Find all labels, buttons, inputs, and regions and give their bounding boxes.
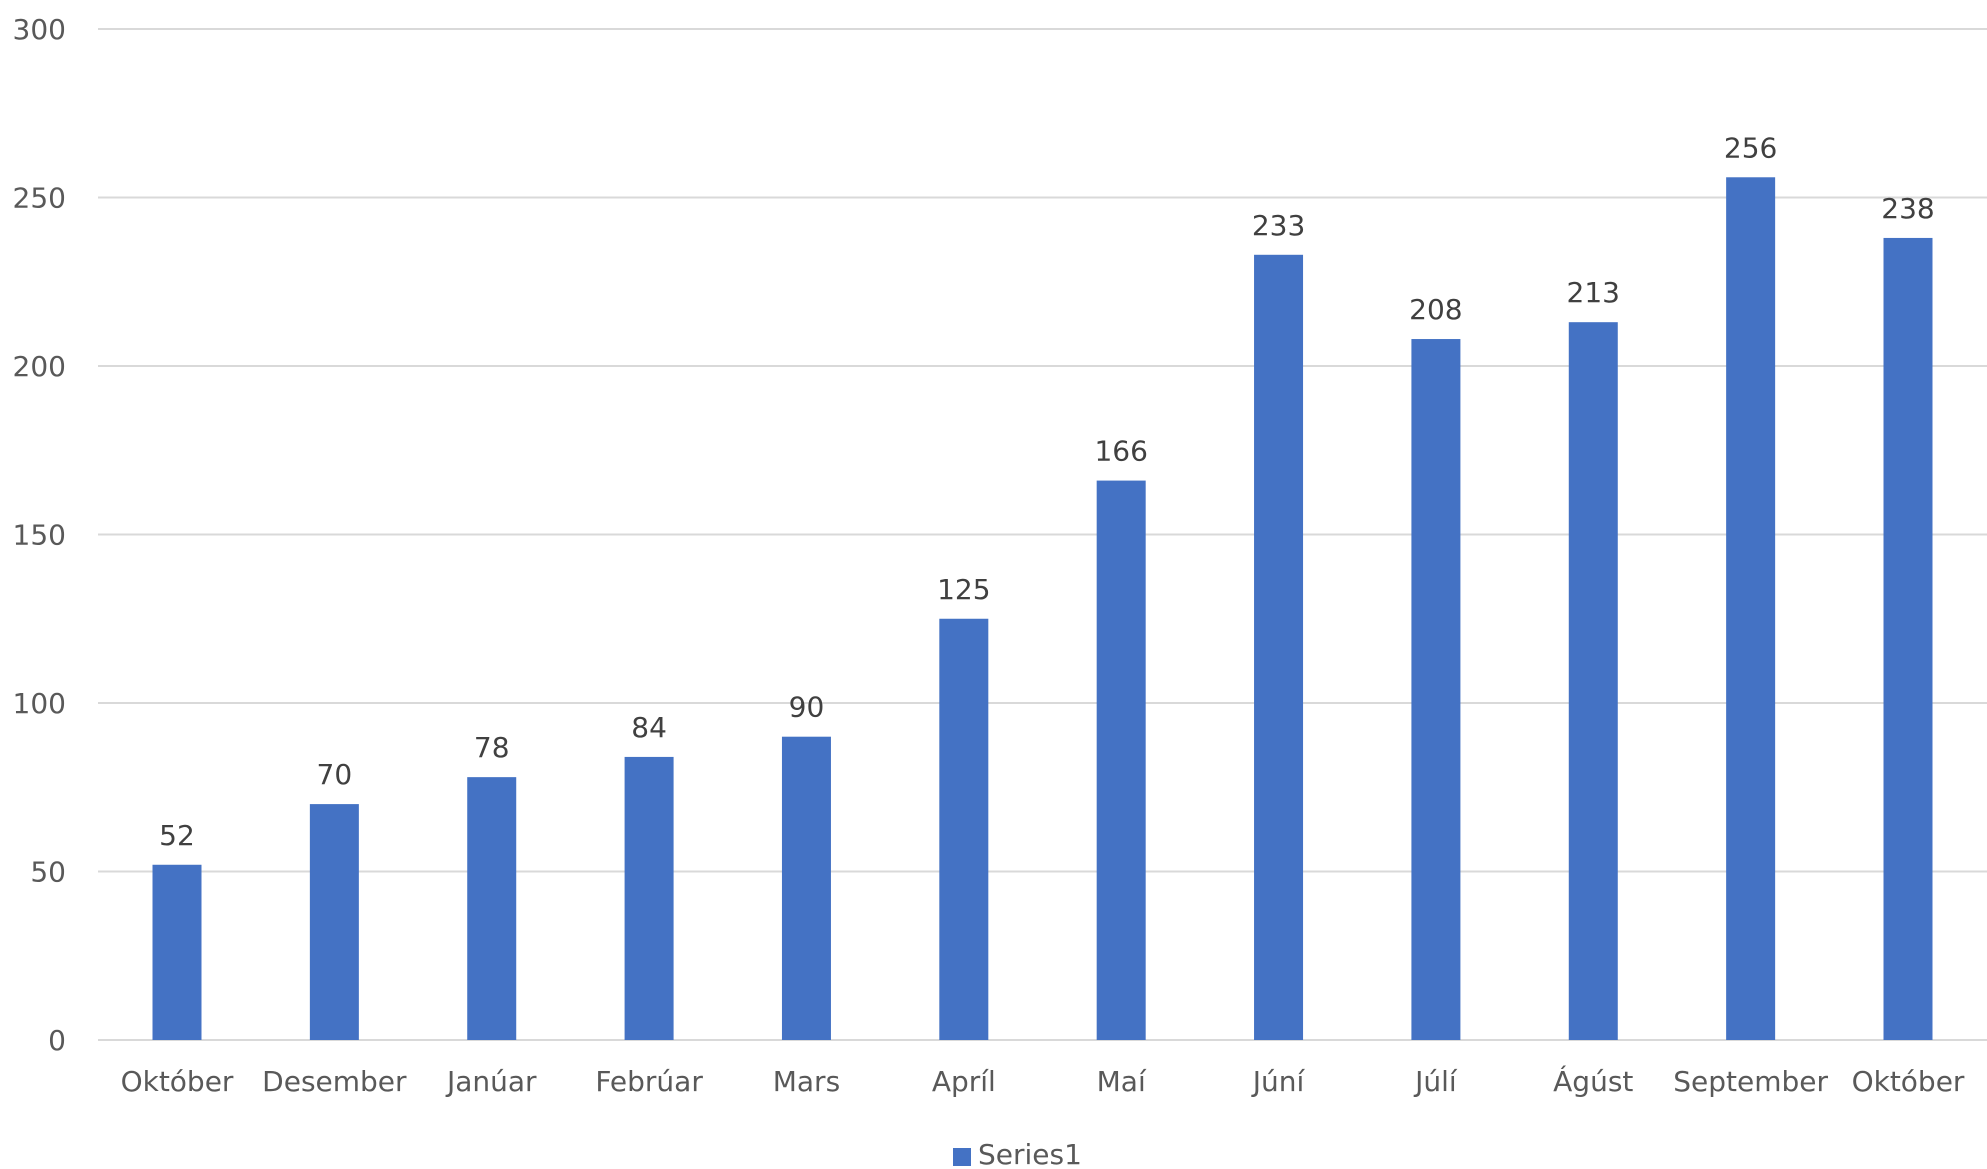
bars xyxy=(152,177,1933,1041)
x-category-label: Janúar xyxy=(445,1065,537,1098)
x-category-label: Apríl xyxy=(932,1065,996,1098)
data-label: 70 xyxy=(317,758,353,791)
x-category-label: Desember xyxy=(262,1065,407,1098)
data-label: 208 xyxy=(1409,293,1462,326)
y-tick-label: 0 xyxy=(48,1024,66,1057)
bar xyxy=(781,736,831,1040)
y-tick-label: 250 xyxy=(13,182,66,215)
x-category-label: Júlí xyxy=(1413,1065,1458,1098)
bar xyxy=(624,756,674,1040)
x-category-label: Mars xyxy=(773,1065,840,1098)
x-category-label: Febrúar xyxy=(595,1065,703,1098)
data-label: 90 xyxy=(789,691,825,724)
x-category-label: Maí xyxy=(1097,1065,1147,1098)
bar xyxy=(1254,254,1304,1041)
x-axis-categories: Október Desember Janúar Febrúar Mars Apríl Maí… xyxy=(121,1064,1965,1098)
y-tick-label: 50 xyxy=(30,856,66,889)
x-category-label: Ágúst xyxy=(1553,1064,1633,1098)
data-label: 213 xyxy=(1567,276,1620,309)
x-category-label: Júní xyxy=(1251,1065,1306,1098)
bar xyxy=(939,618,989,1040)
y-tick-label: 300 xyxy=(13,13,66,46)
bar xyxy=(1726,177,1776,1040)
legend-swatch-series1 xyxy=(953,1148,971,1166)
data-label: 233 xyxy=(1252,209,1305,242)
data-label: 238 xyxy=(1881,192,1934,225)
data-label: 52 xyxy=(159,819,195,852)
bar xyxy=(1568,322,1618,1040)
legend: Series1 xyxy=(953,1138,1082,1169)
data-labels: 52 70 78 84 90 125 166 233 208 213 256 238 xyxy=(159,131,1935,851)
gridlines xyxy=(98,28,1987,1041)
bar xyxy=(309,804,359,1040)
bar xyxy=(1883,237,1933,1040)
x-category-label: Október xyxy=(121,1065,234,1098)
data-label: 78 xyxy=(474,731,510,764)
y-tick-label: 200 xyxy=(13,350,66,383)
data-label: 125 xyxy=(937,573,990,606)
y-tick-label: 150 xyxy=(13,519,66,552)
bar xyxy=(1096,480,1146,1041)
bar xyxy=(1411,339,1461,1040)
bar xyxy=(467,777,517,1040)
legend-label-series1: Series1 xyxy=(978,1138,1082,1169)
x-category-label: Október xyxy=(1852,1065,1965,1098)
x-category-label: September xyxy=(1673,1065,1828,1098)
data-label: 256 xyxy=(1724,131,1777,164)
y-axis-ticks: 0 50 100 150 200 250 300 xyxy=(13,13,66,1057)
y-tick-label: 100 xyxy=(13,687,66,720)
bar xyxy=(152,864,202,1040)
data-label: 166 xyxy=(1094,435,1147,468)
data-label: 84 xyxy=(631,711,667,744)
